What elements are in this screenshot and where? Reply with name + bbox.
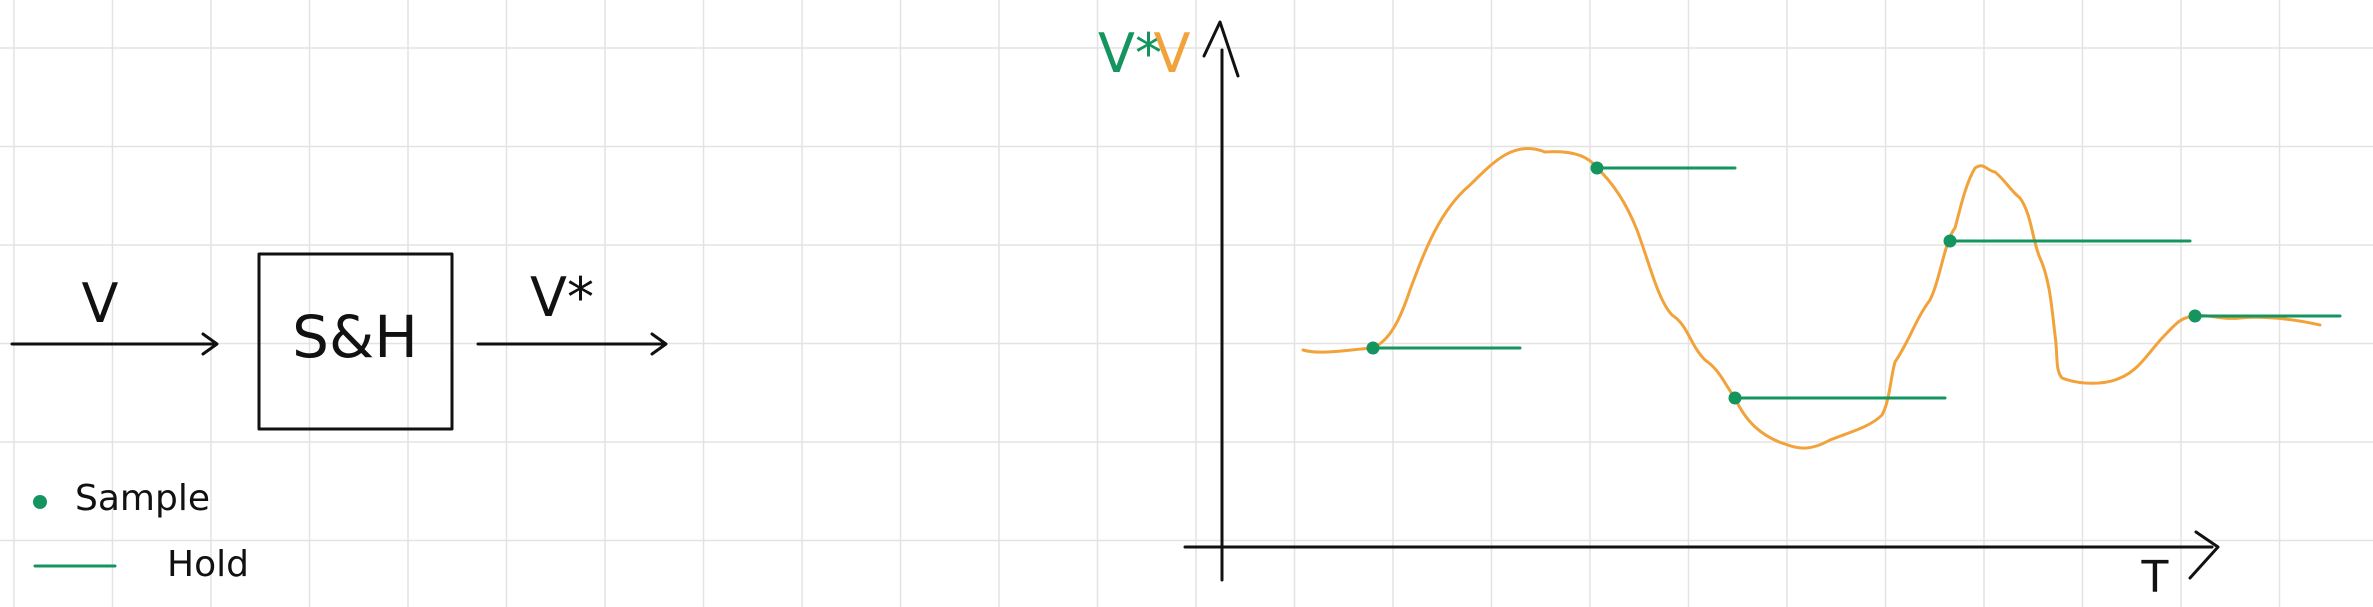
sample-dot [1728, 391, 1742, 405]
legend-hold-label: Hold [167, 544, 249, 585]
sample-dot-legend-icon [33, 495, 47, 509]
legend-sample-label: Sample [75, 478, 210, 519]
output-signal-label: V* [530, 266, 594, 329]
sample-dot [1366, 341, 1380, 355]
y-axis-label-sampled: V* [1098, 22, 1162, 85]
block-diagram: V S&H V* [10, 252, 668, 431]
sample-points [1366, 161, 2202, 405]
output-arrow [476, 332, 668, 356]
sample-dot [2188, 309, 2202, 323]
x-axis-label: T [2141, 552, 2169, 603]
input-arrow [10, 332, 219, 356]
y-axis [1202, 20, 1240, 582]
sample-dot [1943, 234, 1957, 248]
x-axis [1183, 530, 2220, 580]
y-axis-label-signal: V [1154, 22, 1191, 85]
input-signal-label: V [82, 272, 119, 335]
legend: Sample Hold [33, 478, 249, 585]
sample-hold-block-label: S&H [292, 303, 418, 371]
sample-hold-block [257, 252, 454, 431]
sample-dot [1590, 161, 1604, 175]
input-signal-curve [1301, 146, 2322, 450]
time-plot: V* V T [1098, 20, 2342, 603]
hold-segments [1371, 166, 2342, 400]
